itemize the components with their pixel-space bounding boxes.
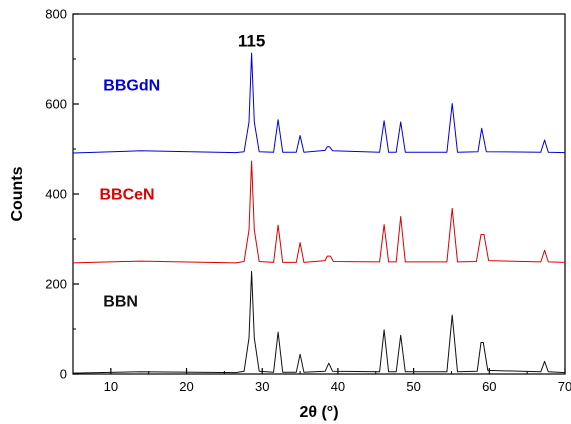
x-tick-label: 70	[558, 379, 571, 394]
series-label-bbcen: BBCeN	[99, 186, 154, 203]
x-tick-label: 60	[482, 379, 496, 394]
y-tick-label: 400	[45, 187, 67, 202]
y-tick-label: 0	[60, 367, 67, 382]
x-tick-label: 20	[179, 379, 193, 394]
x-tick-label: 50	[406, 379, 420, 394]
peak-annotation: 115	[238, 31, 265, 50]
series-line-bbgdn	[72, 52, 566, 154]
axis-ticks: 10 20 30 40 50 60 70 0 200 400 600 800	[45, 7, 571, 395]
series-lines	[72, 52, 566, 374]
series-line-bbcen	[72, 160, 566, 264]
x-tick-label: 30	[255, 379, 269, 394]
x-tick-label: 10	[104, 379, 118, 394]
y-tick-label: 600	[45, 97, 67, 112]
series-label-bbn: BBN	[103, 294, 138, 311]
series-label-bbgdn: BBGdN	[103, 78, 160, 95]
y-tick-label: 800	[45, 7, 67, 22]
series-labels: BBGdN BBCeN BBN	[99, 78, 160, 311]
y-axis-label: Counts	[9, 166, 26, 221]
x-axis-label: 2θ (°)	[299, 404, 338, 421]
series-line-bbn	[72, 270, 566, 374]
y-tick-label: 200	[45, 277, 67, 292]
x-tick-label: 40	[331, 379, 345, 394]
